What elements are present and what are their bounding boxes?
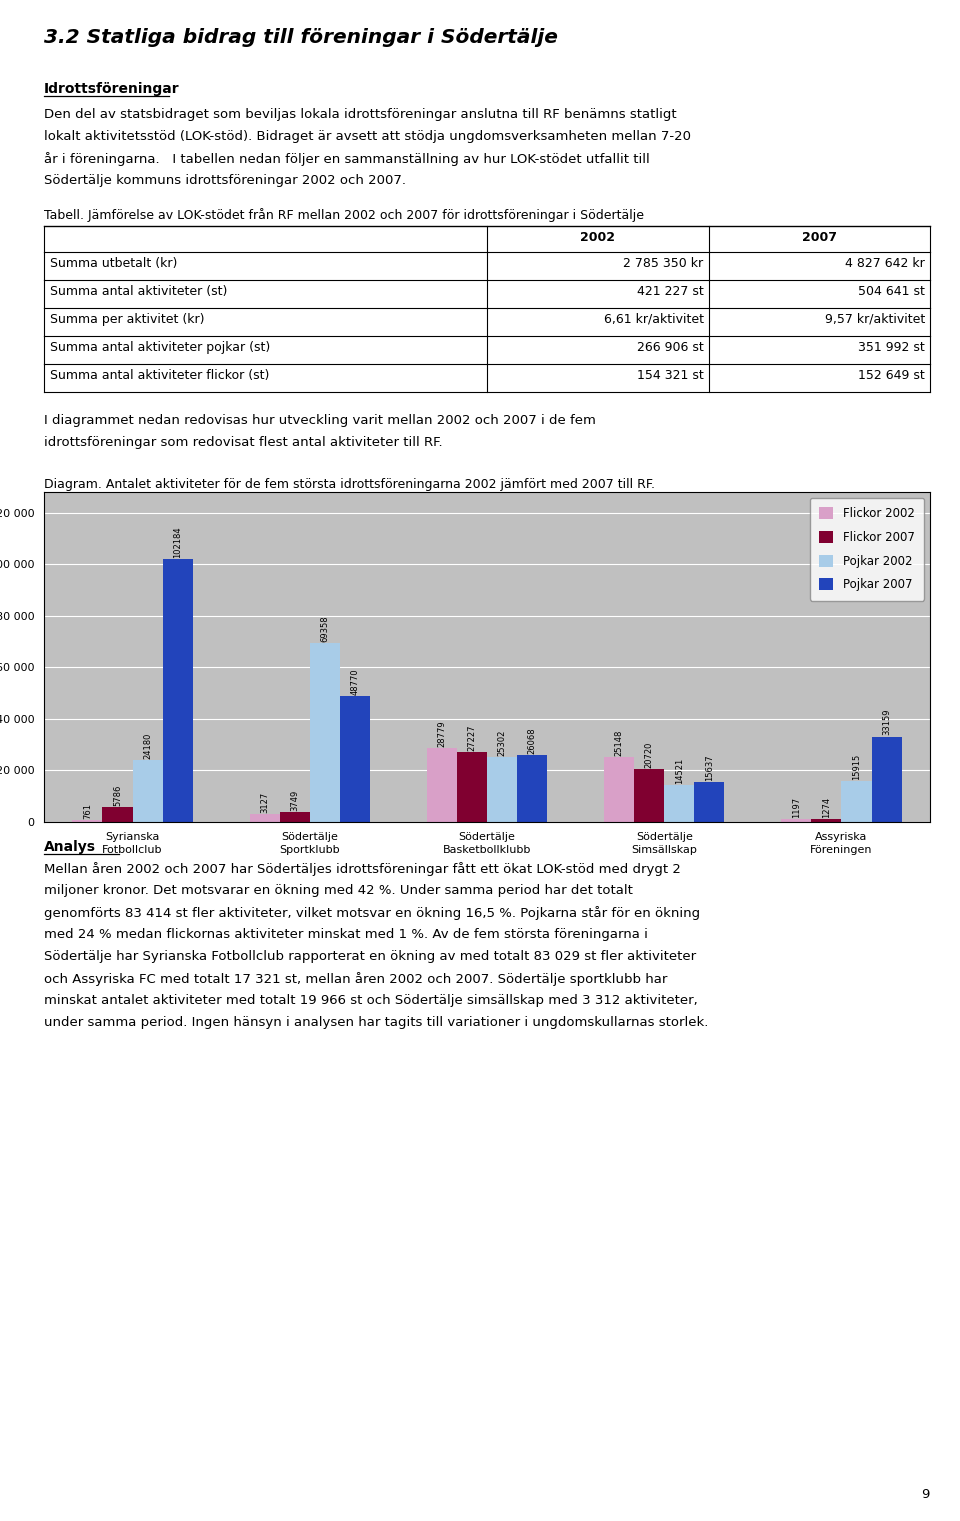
Text: 152 649 st: 152 649 st (858, 370, 925, 382)
Bar (872, 736, 901, 821)
Text: Den del av statsbidraget som beviljas lokala idrottsföreningar anslutna till RF : Den del av statsbidraget som beviljas lo… (44, 108, 677, 122)
Text: Södertälje har Syrianska Fotbollclub rapporterat en ökning av med totalt 83 029 : Södertälje har Syrianska Fotbollclub rap… (44, 951, 696, 963)
Text: 2007: 2007 (802, 231, 837, 243)
Text: Summa antal aktiviteter pojkar (st): Summa antal aktiviteter pojkar (st) (50, 341, 271, 354)
Text: 9,57 kr/aktivitet: 9,57 kr/aktivitet (825, 313, 925, 325)
Bar (841, 780, 872, 821)
Text: med 24 % medan flickornas aktiviteter minskat med 1 %. Av de fem största förenin: med 24 % medan flickornas aktiviteter mi… (44, 928, 648, 941)
Text: Tabell. Jämförelse av LOK-stödet från RF mellan 2002 och 2007 för idrottsförenin: Tabell. Jämförelse av LOK-stödet från RF… (44, 208, 644, 222)
Text: 33159: 33159 (882, 709, 891, 736)
Bar (811, 818, 841, 821)
Text: 3.2 Statliga bidrag till föreningar i Södertälje: 3.2 Statliga bidrag till föreningar i Sö… (44, 27, 558, 47)
Bar (694, 782, 725, 821)
Text: 1274: 1274 (822, 797, 830, 818)
Text: 504 641 st: 504 641 st (858, 284, 925, 298)
Text: 48770: 48770 (350, 669, 359, 695)
Text: 351 992 st: 351 992 st (858, 341, 925, 354)
Text: 3127: 3127 (260, 791, 269, 812)
Bar (340, 697, 370, 821)
Text: minskat antalet aktiviteter med totalt 19 966 st och Södertälje simsällskap med : minskat antalet aktiviteter med totalt 1… (44, 995, 698, 1007)
Text: Idrottsföreningar: Idrottsföreningar (44, 82, 180, 96)
Text: 27227: 27227 (468, 724, 476, 751)
Text: idrottsföreningar som redovisat flest antal aktiviteter till RF.: idrottsföreningar som redovisat flest an… (44, 437, 443, 449)
Legend: Flickor 2002, Flickor 2007, Pojkar 2002, Pojkar 2007: Flickor 2002, Flickor 2007, Pojkar 2002,… (809, 497, 924, 601)
Text: lokalt aktivitetsstöd (LOK-stöd). Bidraget är avsett att stödja ungdomsverksamhe: lokalt aktivitetsstöd (LOK-stöd). Bidrag… (44, 129, 691, 143)
Text: 15637: 15637 (705, 754, 714, 780)
Bar (427, 748, 457, 821)
Text: 761: 761 (83, 803, 92, 818)
Text: 421 227 st: 421 227 st (636, 284, 704, 298)
Text: år i föreningarna.   I tabellen nedan följer en sammanställning av hur LOK-stöde: år i föreningarna. I tabellen nedan följ… (44, 152, 650, 166)
Text: 266 906 st: 266 906 st (636, 341, 704, 354)
Text: genomförts 83 414 st fler aktiviteter, vilket motsvar en ökning 16,5 %. Pojkarna: genomförts 83 414 st fler aktiviteter, v… (44, 907, 700, 920)
Bar (163, 558, 193, 821)
Text: 102184: 102184 (174, 526, 182, 558)
Text: 6,61 kr/aktivitet: 6,61 kr/aktivitet (604, 313, 704, 325)
Bar (310, 643, 340, 821)
Bar (781, 818, 811, 821)
Text: 25148: 25148 (614, 730, 623, 756)
Text: Summa utbetalt (kr): Summa utbetalt (kr) (50, 257, 178, 271)
Bar (604, 757, 634, 821)
Bar (250, 814, 279, 821)
Text: I diagrammet nedan redovisas hur utveckling varit mellan 2002 och 2007 i de fem: I diagrammet nedan redovisas hur utveckl… (44, 414, 596, 427)
Text: 5786: 5786 (113, 785, 122, 806)
Text: Södertälje kommuns idrottsföreningar 2002 och 2007.: Södertälje kommuns idrottsföreningar 200… (44, 173, 406, 187)
Text: 15915: 15915 (852, 754, 861, 780)
Bar (634, 768, 664, 821)
Text: miljoner kronor. Det motsvarar en ökning med 42 %. Under samma period har det to: miljoner kronor. Det motsvarar en ökning… (44, 884, 633, 897)
Text: under samma period. Ingen hänsyn i analysen har tagits till variationer i ungdom: under samma period. Ingen hänsyn i analy… (44, 1016, 708, 1030)
Text: Mellan åren 2002 och 2007 har Södertäljes idrottsföreningar fått ett ökat LOK-st: Mellan åren 2002 och 2007 har Södertälje… (44, 862, 681, 876)
Text: 28779: 28779 (438, 719, 446, 747)
Bar (517, 754, 547, 821)
Bar (279, 812, 310, 821)
Text: Analys: Analys (44, 840, 96, 853)
Bar (72, 820, 103, 821)
Text: 26068: 26068 (528, 727, 537, 754)
Text: Summa per aktivitet (kr): Summa per aktivitet (kr) (50, 313, 204, 325)
Bar (132, 759, 163, 821)
Text: och Assyriska FC med totalt 17 321 st, mellan åren 2002 och 2007. Södertälje spo: och Assyriska FC med totalt 17 321 st, m… (44, 972, 667, 986)
Text: 20720: 20720 (644, 741, 654, 768)
Text: 69358: 69358 (321, 616, 329, 642)
Text: 4 827 642 kr: 4 827 642 kr (845, 257, 925, 271)
Text: 3749: 3749 (290, 789, 300, 811)
Text: 154 321 st: 154 321 st (636, 370, 704, 382)
Bar (487, 757, 517, 821)
Text: 2 785 350 kr: 2 785 350 kr (623, 257, 704, 271)
Text: Summa antal aktiviteter (st): Summa antal aktiviteter (st) (50, 284, 228, 298)
Text: Diagram. Antalet aktiviteter för de fem största idrottsföreningarna 2002 jämfört: Diagram. Antalet aktiviteter för de fem … (44, 478, 655, 491)
Bar (664, 785, 694, 821)
Text: 24180: 24180 (143, 732, 153, 759)
Bar (457, 751, 487, 821)
Text: 2002: 2002 (580, 231, 615, 243)
Text: 25302: 25302 (497, 730, 507, 756)
Text: 14521: 14521 (675, 757, 684, 783)
Bar (103, 808, 132, 821)
Text: 9: 9 (922, 1488, 930, 1501)
Text: 1197: 1197 (792, 797, 801, 818)
Text: Summa antal aktiviteter flickor (st): Summa antal aktiviteter flickor (st) (50, 370, 270, 382)
